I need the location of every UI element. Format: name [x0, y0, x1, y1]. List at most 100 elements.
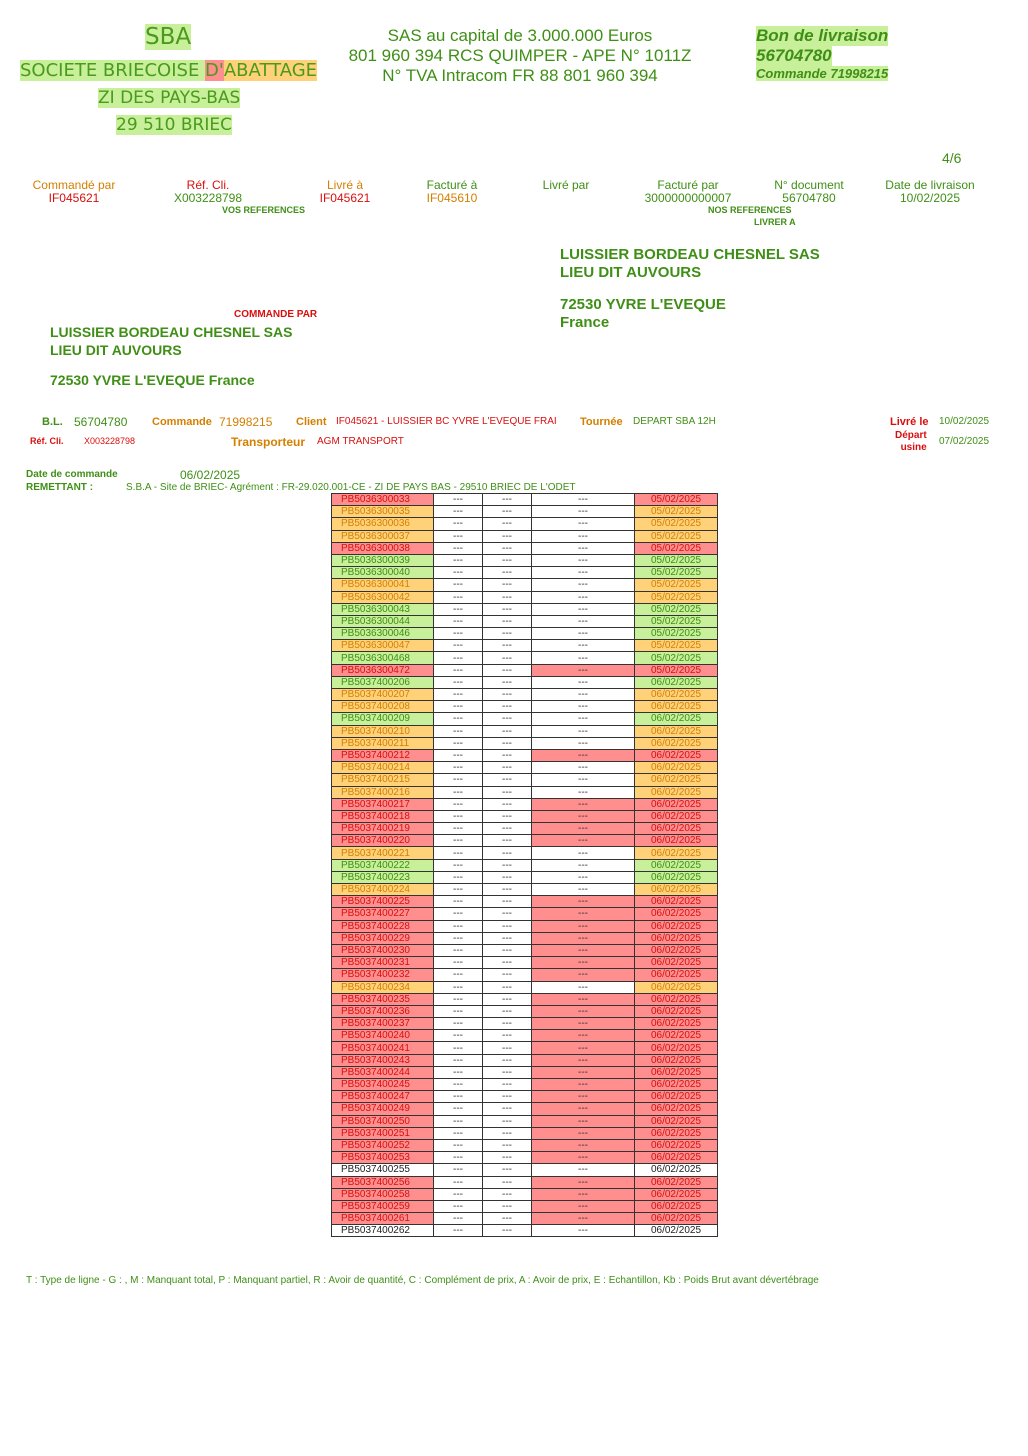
table-row: PB5037400235 --- --- --- 06/02/2025: [331, 992, 718, 1006]
table-cell: ---: [482, 517, 532, 531]
table-cell-ref: PB5037400220: [331, 834, 434, 848]
table-cell: ---: [433, 1212, 483, 1226]
table-cell-ref: PB5037400262: [331, 1224, 434, 1238]
legal-line-3: N° TVA Intracom FR 88 801 960 394: [382, 66, 658, 85]
table-cell: ---: [482, 834, 532, 848]
table-cell: ---: [482, 1041, 532, 1055]
table-cell-date: 05/02/2025: [634, 639, 718, 653]
table-cell: ---: [482, 505, 532, 519]
table-cell-ref: PB5037400230: [331, 943, 434, 958]
company-name-part1: SOCIETE BRIECOISE: [20, 60, 206, 81]
table-cell-date: 06/02/2025: [634, 773, 718, 787]
table-cell: ---: [531, 870, 635, 885]
table-cell-date: 06/02/2025: [634, 712, 718, 726]
table-row: PB5037400256 --- --- --- 06/02/2025: [331, 1175, 718, 1189]
table-cell-ref: PB5036300033: [331, 492, 434, 507]
table-cell-date: 06/02/2025: [634, 870, 718, 885]
table-cell-date: 06/02/2025: [634, 846, 718, 860]
company-name-part3: ABATTAGE: [223, 60, 318, 81]
table-cell: ---: [531, 687, 635, 702]
table-cell-date: 05/02/2025: [634, 614, 718, 629]
delivery-line-3: 72530 YVRE L'EVEQUE: [560, 296, 726, 313]
table-cell-date: 05/02/2025: [634, 602, 718, 616]
table-cell: ---: [531, 736, 635, 750]
table-cell: ---: [531, 992, 635, 1006]
table-cell-ref: PB5037400223: [331, 870, 434, 885]
table-cell: ---: [433, 919, 483, 933]
table-row: PB5036300041 --- --- --- 05/02/2025: [331, 578, 718, 592]
table-cell-date: 06/02/2025: [634, 1004, 718, 1019]
table-cell-date: 06/02/2025: [634, 700, 718, 714]
table-cell-date: 06/02/2025: [634, 1065, 718, 1080]
vos-references: VOS REFERENCES: [222, 205, 306, 215]
table-cell: ---: [531, 1114, 635, 1128]
table-cell: ---: [482, 809, 532, 824]
table-cell: ---: [433, 943, 483, 958]
company-name: SOCIETE BRIECOISE D'ABATTAGE: [20, 60, 318, 81]
table-cell: ---: [433, 590, 483, 604]
table-cell: ---: [433, 1114, 483, 1128]
table-cell-date: 06/02/2025: [634, 1187, 718, 1201]
table-cell: ---: [433, 578, 483, 592]
bl-livre-le-label: Livré le: [890, 416, 929, 428]
table-cell-date: 05/02/2025: [634, 541, 718, 555]
remettant-label: REMETTANT :: [26, 482, 94, 493]
table-row: PB5037400209 --- --- --- 06/02/2025: [331, 712, 718, 726]
table-cell: ---: [433, 785, 483, 799]
header-facture-par: Facturé par: [657, 178, 719, 192]
table-cell: ---: [433, 553, 483, 568]
bl-commande-value: 71998215: [219, 415, 273, 429]
table-row: PB5037400228 --- --- --- 06/02/2025: [331, 919, 718, 933]
header-facture-a-value: IF045610: [426, 191, 478, 205]
table-cell: ---: [531, 614, 635, 629]
table-cell: ---: [531, 1224, 635, 1238]
table-row: PB5036300046 --- --- --- 05/02/2025: [331, 627, 718, 641]
table-cell-ref: PB5036300040: [331, 566, 434, 580]
table-cell-ref: PB5037400244: [331, 1065, 434, 1080]
table-row: PB5037400223 --- --- --- 06/02/2025: [331, 870, 718, 885]
table-cell-ref: PB5037400256: [331, 1175, 434, 1189]
bl-livre-le-value: 10/02/2025: [939, 416, 990, 427]
legal-line-2: 801 960 394 RCS QUIMPER - APE N° 1011Z: [348, 46, 692, 65]
commande-par-label: COMMANDE PAR: [234, 309, 318, 320]
table-row: PB5037400229 --- --- --- 06/02/2025: [331, 931, 718, 945]
table-cell-ref: PB5037400218: [331, 809, 434, 824]
table-cell-ref: PB5037400261: [331, 1212, 434, 1226]
table-cell-ref: PB5037400247: [331, 1090, 434, 1104]
table-cell-ref: PB5037400214: [331, 761, 434, 775]
table-cell: ---: [531, 846, 635, 860]
table-cell-date: 06/02/2025: [634, 1053, 718, 1067]
table-row: PB5037400227 --- --- --- 06/02/2025: [331, 907, 718, 921]
table-cell: ---: [482, 943, 532, 958]
page-number: 4/6: [942, 150, 962, 166]
table-cell-date: 06/02/2025: [634, 724, 718, 738]
table-cell: ---: [433, 639, 483, 653]
table-cell-ref: PB5036300044: [331, 614, 434, 629]
table-cell: ---: [531, 1004, 635, 1019]
table-cell-date: 05/02/2025: [634, 505, 718, 519]
table-cell-date: 06/02/2025: [634, 1163, 718, 1177]
table-cell-ref: PB5037400253: [331, 1151, 434, 1165]
table-cell-ref: PB5037400209: [331, 712, 434, 726]
table-row: PB5037400206 --- --- --- 06/02/2025: [331, 675, 718, 690]
table-cell: ---: [531, 882, 635, 897]
table-cell: ---: [531, 492, 635, 507]
table-cell-ref: PB5037400255: [331, 1163, 434, 1177]
table-cell-ref: PB5037400206: [331, 675, 434, 690]
table-cell: ---: [433, 541, 483, 555]
table-cell: ---: [482, 785, 532, 799]
table-cell-ref: PB5037400234: [331, 980, 434, 994]
table-row: PB5037400259 --- --- --- 06/02/2025: [331, 1199, 718, 1214]
bl-transporteur-value: AGM TRANSPORT: [317, 436, 404, 447]
table-cell-ref: PB5037400236: [331, 1004, 434, 1019]
table-cell-ref: PB5037400250: [331, 1114, 434, 1128]
table-cell: ---: [482, 529, 532, 543]
table-cell: ---: [531, 968, 635, 982]
table-cell-ref: PB5037400237: [331, 1017, 434, 1031]
table-cell: ---: [433, 1029, 483, 1043]
date-commande-value: 06/02/2025: [180, 468, 241, 482]
table-row: PB5037400251 --- --- --- 06/02/2025: [331, 1126, 718, 1140]
table-cell-date: 06/02/2025: [634, 761, 718, 775]
table-row: PB5037400214 --- --- --- 06/02/2025: [331, 761, 718, 775]
table-cell: ---: [433, 505, 483, 519]
